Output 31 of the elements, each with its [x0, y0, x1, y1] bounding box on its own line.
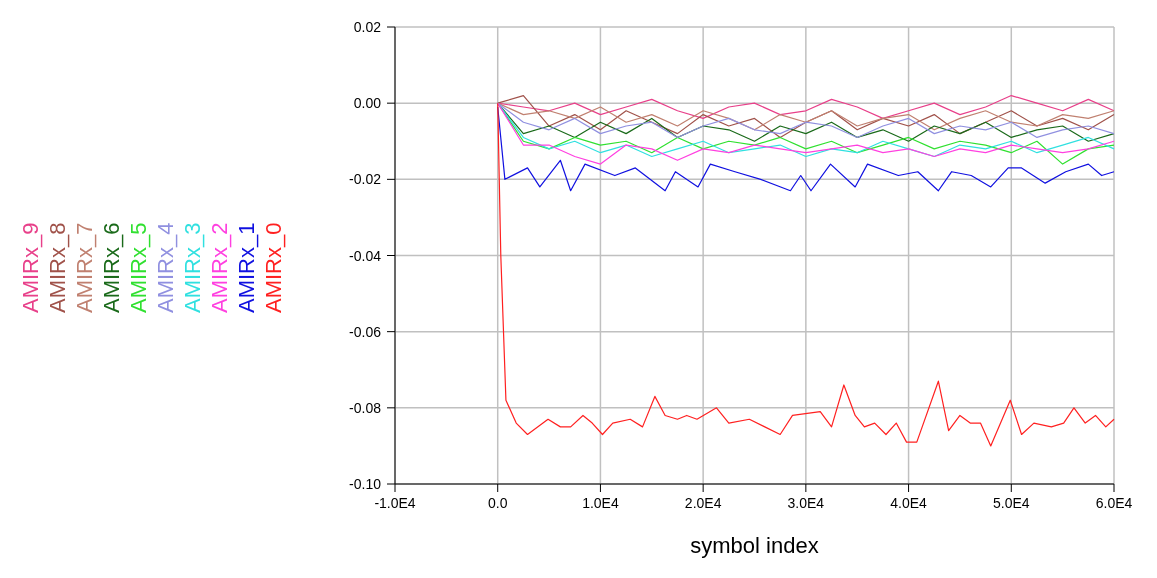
text: AMIRx_1: [234, 222, 259, 313]
x-tick-label: 3.0E4: [787, 495, 825, 511]
y-tick-label: -0.10: [349, 476, 382, 492]
y-tick-label: 0.00: [353, 95, 382, 112]
y-tick-label: -0.06: [349, 323, 382, 340]
text: AMIRx_5: [126, 222, 151, 313]
text: AMIRx_9: [18, 222, 43, 313]
y-tick-label: -0.08: [349, 399, 382, 416]
text: AMIRx_7: [72, 222, 97, 313]
x-tick-label: 0.0: [487, 495, 508, 511]
y-tick-label: -0.02: [349, 171, 382, 188]
text: AMIRx_6: [99, 222, 124, 313]
text: AMIRx_3: [180, 222, 205, 313]
x-tick-label: 1.0E4: [582, 495, 619, 511]
line-series: [497, 94, 1115, 139]
text: AMIRx_4: [153, 222, 178, 313]
x-tick-label: 6.0E4: [1095, 495, 1133, 511]
line-series: [497, 102, 1115, 447]
line-series: [497, 102, 1115, 131]
text: AMIRx_0: [261, 222, 286, 313]
line-series: [497, 106, 1115, 192]
y-tick-label: 0.02: [353, 19, 382, 35]
text: AMIRx_2: [207, 222, 232, 313]
y-tick-label: -0.04: [349, 247, 382, 264]
line-series: [497, 94, 1115, 119]
x-tick-label: 5.0E4: [992, 495, 1030, 511]
x-tick-label: -1.0E4: [374, 495, 416, 511]
x-tick-label: 4.0E4: [890, 495, 928, 511]
x-tick-label: 2.0E4: [684, 495, 722, 511]
x-axis-title: symbol index: [690, 533, 819, 558]
text: AMIRx_8: [45, 222, 70, 313]
